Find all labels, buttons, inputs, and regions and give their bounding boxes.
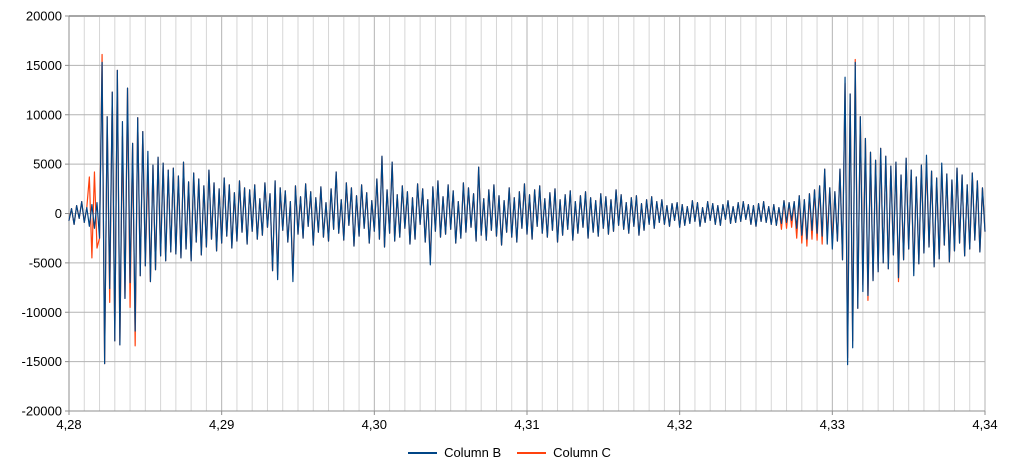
y-axis-tick-label: 15000 [26, 58, 62, 73]
y-axis-tick-label: -20000 [22, 404, 62, 419]
y-axis-tick-label: -15000 [22, 354, 62, 369]
y-axis-tick-label: 10000 [26, 107, 62, 122]
legend-line-sample-column-b [408, 451, 438, 454]
x-axis-tick-label: 4,34 [972, 417, 997, 432]
x-axis-tick-label: 4,28 [56, 417, 81, 432]
y-axis-tick-label: 0 [55, 206, 62, 221]
legend-label-column-b: Column B [444, 445, 502, 460]
plot-area: 20000 15000 10000 5000 0 -5000 -10000 -15000 -20… [22, 9, 998, 433]
x-axis-tick-label: 4,30 [362, 417, 387, 432]
y-axis-tick-label: 20000 [26, 9, 62, 24]
y-axis-tick-label: 5000 [33, 157, 62, 172]
legend-item-column-b: Column B [408, 445, 501, 460]
series-line-column-b [68, 61, 986, 366]
legend-item-column-c: Column C [517, 445, 611, 460]
y-axis-tick-label: -10000 [22, 305, 62, 320]
legend-label-column-c: Column C [553, 445, 611, 460]
legend-line-sample-column-c [517, 451, 547, 454]
x-axis-tick-label: 4,29 [209, 417, 234, 432]
x-axis-tick-label: 4,31 [514, 417, 539, 432]
legend: Column B Column C [0, 445, 1019, 460]
x-axis-tick-label: 4,33 [820, 417, 845, 432]
x-axis-tick-label: 4,32 [667, 417, 692, 432]
y-axis-tick-label: -5000 [29, 255, 62, 270]
